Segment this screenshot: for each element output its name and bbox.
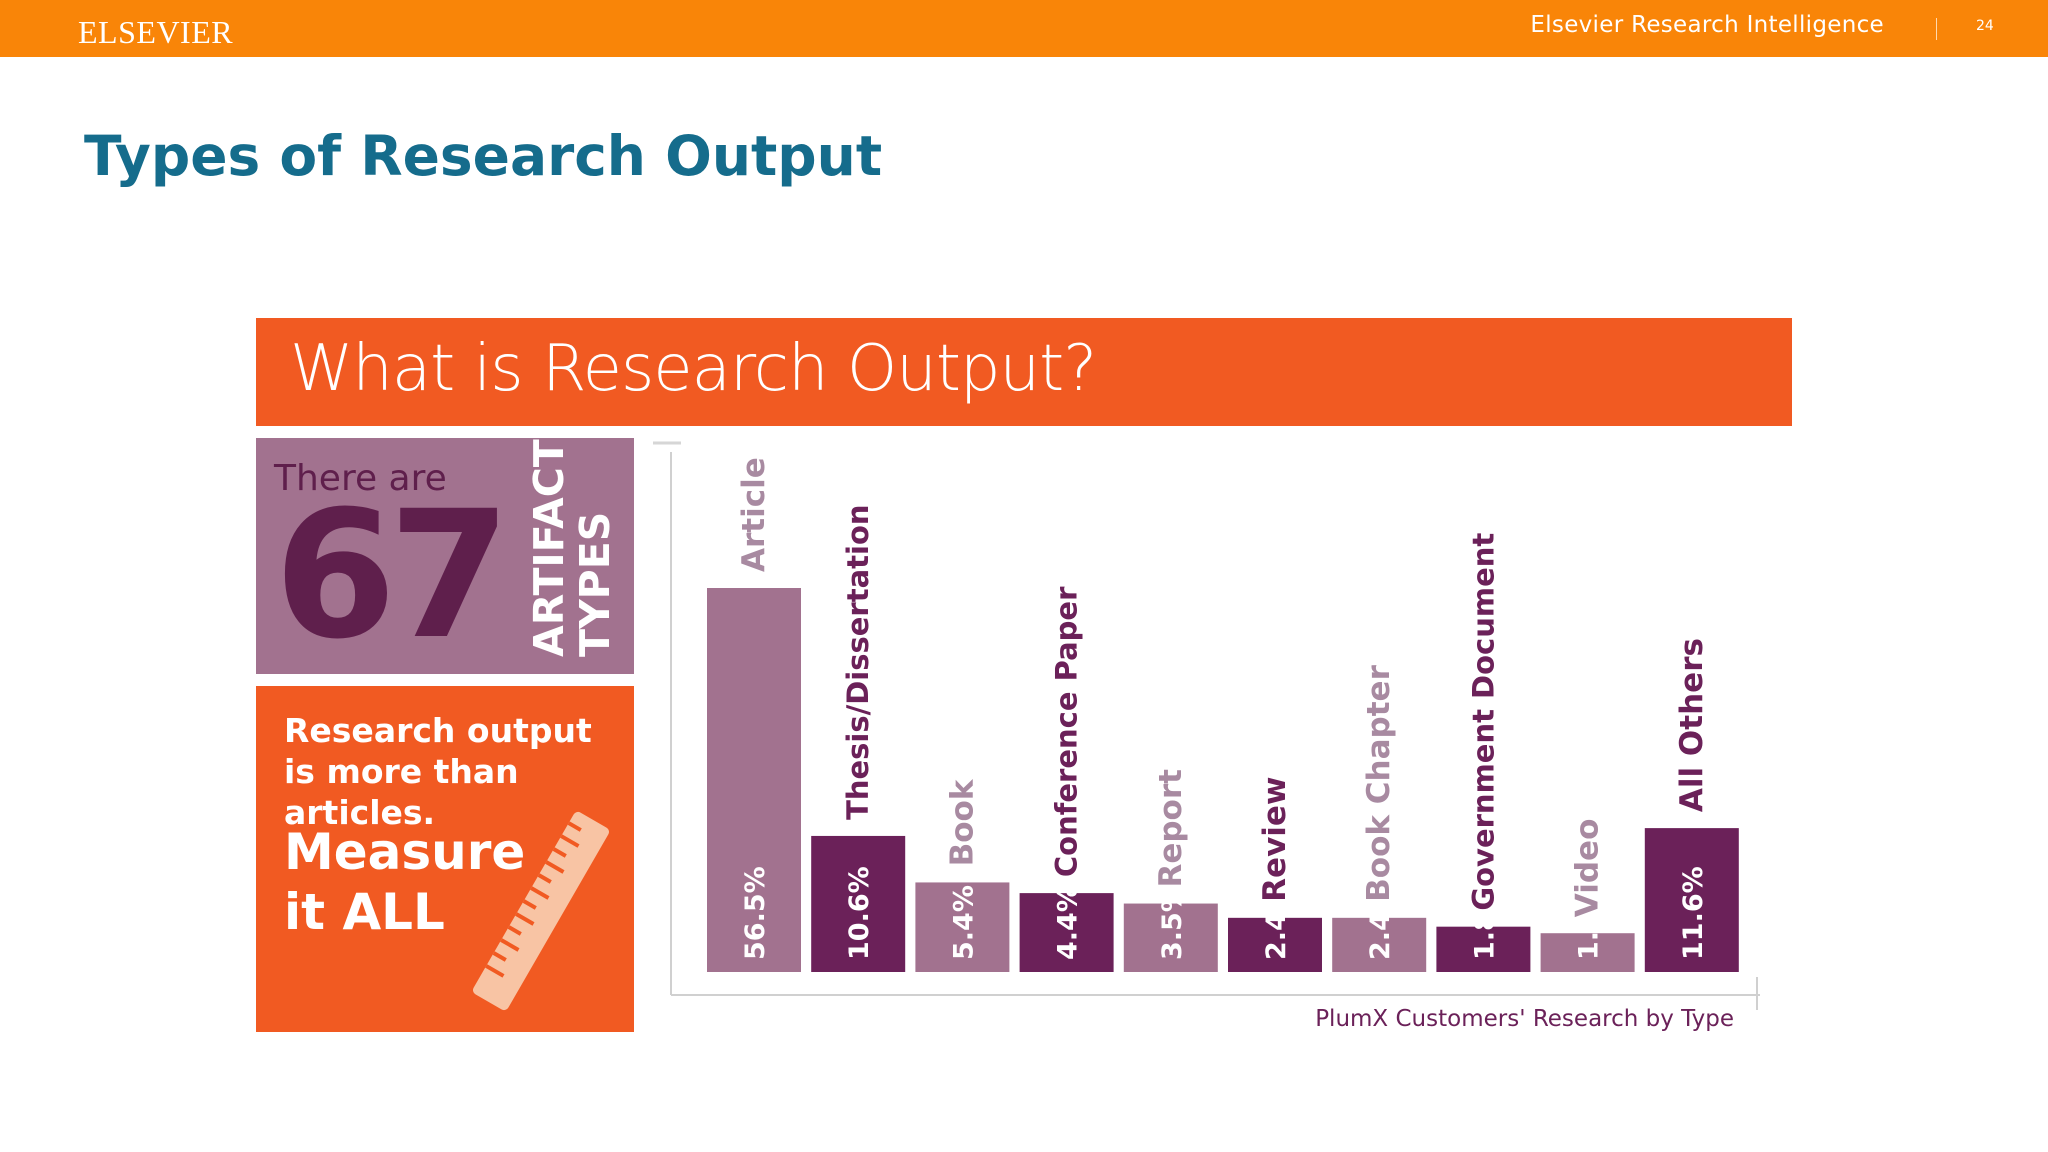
bar-conference-paper (1019, 893, 1114, 972)
bar-book (915, 882, 1010, 972)
category-label: Report (1153, 769, 1189, 888)
there-are-label: There are (274, 458, 447, 499)
value-label: 56.5% (740, 866, 771, 960)
bar-video (1540, 933, 1635, 972)
elsevier-logo: ELSEVIER (78, 14, 234, 50)
slide-title: Types of Research Output (84, 124, 883, 188)
more-than-articles-text: Research output is more than articles. (284, 711, 592, 832)
chart-caption: PlumX Customers' Research by Type (1315, 1006, 1734, 1032)
measure-it-all-text: Measure it ALL (284, 823, 526, 941)
category-label: Book Chapter (1361, 664, 1397, 901)
ruler-icon (473, 811, 609, 1011)
brand-name: Elsevier Research Intelligence (1530, 12, 1884, 38)
bar-review (1228, 917, 1322, 972)
value-label: 1.8% (1469, 885, 1500, 960)
value-label: 5.4% (948, 885, 979, 960)
infographic-banner: What is Research Output? (256, 318, 1792, 426)
value-label: 2.4% (1261, 885, 1292, 960)
bar-article (707, 588, 801, 972)
category-label: Video (1570, 819, 1606, 918)
category-label: Article (736, 457, 772, 572)
artifact-count: 67 (274, 473, 511, 674)
value-label: 2.4% (1365, 885, 1396, 960)
category-label: All Others (1674, 638, 1710, 812)
header-divider (1936, 18, 1937, 40)
category-label: Thesis/Dissertation (841, 504, 875, 819)
value-label: 1.4% (1574, 885, 1605, 960)
category-label: Book (944, 778, 980, 866)
measure-box: Research output is more than articles. M… (256, 686, 634, 1032)
value-label: 3.5% (1157, 885, 1188, 960)
bar-report (1123, 903, 1218, 972)
bar-all-others (1644, 828, 1739, 972)
banner-title: What is Research Output? (290, 332, 1097, 406)
value-label: 4.4% (1053, 885, 1084, 960)
bar-book-chapter (1332, 917, 1427, 972)
artifact-count-box: There are 67 ARTIFACT TYPES (256, 438, 634, 674)
value-label: 11.6% (1678, 866, 1709, 960)
header-bar: ELSEVIER Elsevier Research Intelligence … (0, 0, 2048, 57)
value-label: 10.6% (844, 866, 875, 960)
bar-thesis-dissertation (811, 835, 906, 972)
bar-government-document (1436, 926, 1531, 972)
category-label: Review (1257, 776, 1293, 901)
category-label: Conference Paper (1050, 586, 1084, 877)
page-number: 24 (1976, 18, 1994, 34)
category-label: Government Document (1466, 533, 1500, 911)
